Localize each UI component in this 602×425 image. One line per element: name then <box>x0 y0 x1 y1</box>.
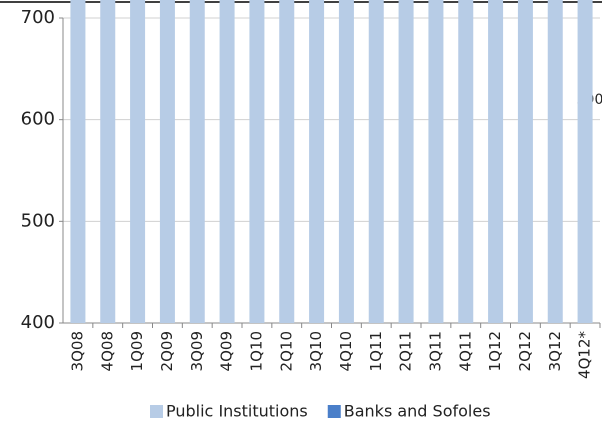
bar-segment <box>458 0 474 324</box>
bar-segment <box>398 0 414 323</box>
x-tick-label: 1Q11 <box>367 331 385 371</box>
y-tick-label: 500 <box>21 210 55 231</box>
x-tick-label: 3Q12 <box>546 331 564 371</box>
x-tick-label: 4Q12* <box>576 331 594 379</box>
bar-segment <box>488 0 504 323</box>
x-tick-label: 2Q09 <box>158 331 176 371</box>
bar-segment <box>100 0 116 323</box>
x-tick-label: 2Q10 <box>277 331 295 371</box>
x-tick-label: 3Q09 <box>188 331 206 371</box>
bar-segment <box>428 0 444 323</box>
x-tick-label: 3Q10 <box>307 331 325 371</box>
legend-label: Banks and Sofoles <box>344 402 491 421</box>
y-tick-label: 700 <box>21 7 55 28</box>
x-tick-label: 1Q10 <box>247 331 265 371</box>
y-tick-label: 600 <box>21 109 55 130</box>
x-tick-label: 4Q09 <box>218 331 236 371</box>
bar-segment <box>249 0 265 323</box>
bar-segment <box>279 0 295 324</box>
legend-label: Public Institutions <box>166 402 308 421</box>
x-tick-label: 2Q12 <box>516 331 534 371</box>
bar-segment <box>219 0 235 323</box>
x-tick-label: 4Q08 <box>98 331 116 371</box>
bar-segment <box>577 0 593 324</box>
x-tick-label: 1Q09 <box>128 331 146 371</box>
bar-segment <box>189 0 205 324</box>
bar-segment <box>338 0 354 324</box>
x-tick-label: 1Q12 <box>486 331 504 371</box>
bar-segment <box>130 0 146 324</box>
x-tick-label: 4Q10 <box>337 331 355 371</box>
y-tick-label: 400 <box>21 312 55 333</box>
bar-segment <box>368 0 384 323</box>
bar-segment <box>309 0 325 323</box>
bar-segment <box>159 0 175 323</box>
bar-segment <box>547 0 563 323</box>
bar-segment <box>70 0 86 323</box>
legend-swatch <box>327 405 341 418</box>
bar-segment <box>517 0 533 323</box>
x-tick-label: 3Q11 <box>426 331 444 371</box>
x-tick-label: 4Q11 <box>456 331 474 371</box>
legend-swatch <box>150 405 163 418</box>
x-tick-label: 3Q08 <box>68 331 86 371</box>
x-tick-label: 2Q11 <box>397 331 415 371</box>
